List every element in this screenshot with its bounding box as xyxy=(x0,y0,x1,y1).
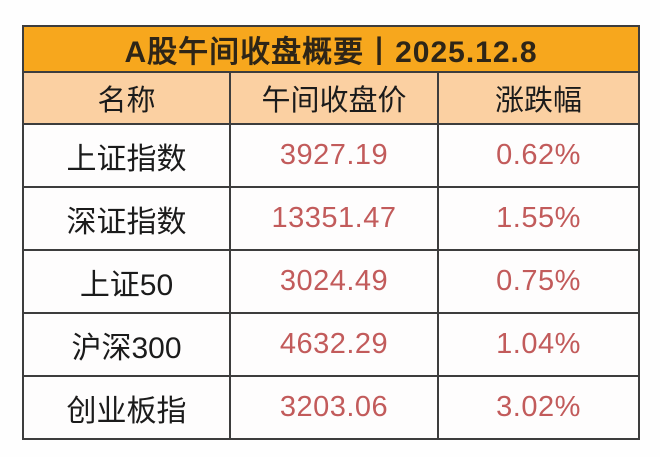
table-header-row: 名称 午间收盘价 涨跌幅 xyxy=(22,71,641,125)
table-row: 上证50 3024.49 0.75% xyxy=(22,249,641,314)
table-title: A股午间收盘概要丨2025.12.8 xyxy=(21,25,641,73)
close-price-cell: 3203.06 xyxy=(229,375,439,440)
change-pct-cell: 0.62% xyxy=(436,123,641,188)
table-title-row: A股午间收盘概要丨2025.12.8 xyxy=(21,25,641,73)
table-row: 沪深300 4632.29 1.04% xyxy=(22,312,641,377)
table-row: 深证指数 13351.47 1.55% xyxy=(22,186,641,251)
column-header-close: 午间收盘价 xyxy=(229,71,439,125)
index-name-cell: 上证指数 xyxy=(22,123,231,188)
index-name-cell: 上证50 xyxy=(22,249,231,314)
change-pct-cell: 3.02% xyxy=(436,375,641,440)
change-pct-cell: 1.04% xyxy=(436,312,641,377)
index-name-cell: 创业板指 xyxy=(22,375,231,440)
stock-summary-table: A股午间收盘概要丨2025.12.8 名称 午间收盘价 涨跌幅 上证指数 392… xyxy=(21,25,641,440)
close-price-cell: 3024.49 xyxy=(229,249,439,314)
change-pct-cell: 0.75% xyxy=(436,249,641,314)
table-row: 创业板指 3203.06 3.02% xyxy=(22,375,641,440)
close-price-cell: 4632.29 xyxy=(229,312,439,377)
table-row: 上证指数 3927.19 0.62% xyxy=(22,123,641,188)
close-price-cell: 3927.19 xyxy=(229,123,439,188)
close-price-cell: 13351.47 xyxy=(229,186,439,251)
change-pct-cell: 1.55% xyxy=(436,186,641,251)
column-header-name: 名称 xyxy=(22,71,231,125)
index-name-cell: 沪深300 xyxy=(22,312,231,377)
column-header-change: 涨跌幅 xyxy=(436,71,641,125)
index-name-cell: 深证指数 xyxy=(22,186,231,251)
